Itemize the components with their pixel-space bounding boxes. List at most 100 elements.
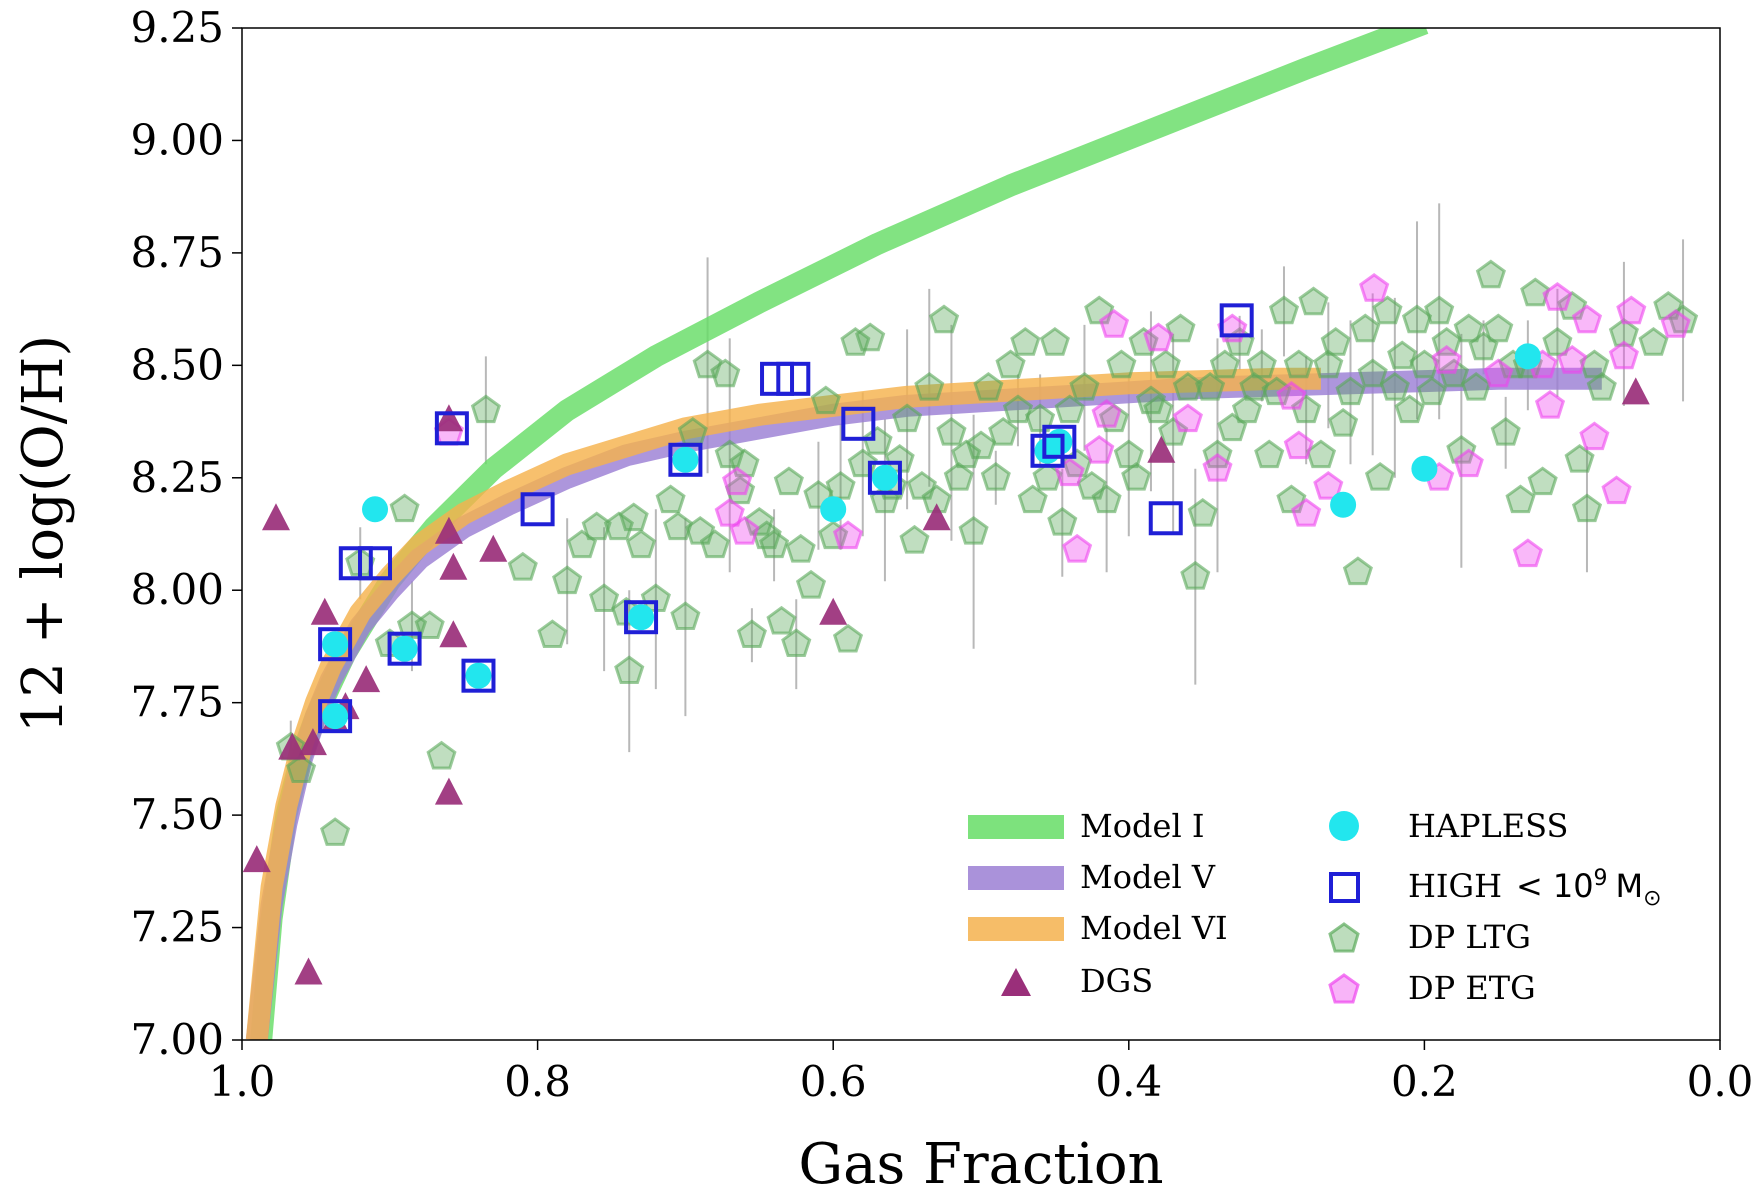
point-hapless [820, 496, 847, 523]
legend-label-high-sub: ⊙ [1643, 886, 1661, 911]
point-dp-ltg [862, 425, 893, 455]
point-dgs [298, 728, 327, 756]
point-dp-ltg [1379, 371, 1410, 401]
legend-label-model-v: Model V [1080, 858, 1216, 896]
point-hapless [465, 662, 492, 689]
point-hapless [362, 496, 389, 523]
point-dp-etg [1084, 434, 1115, 464]
point-hapless [871, 464, 898, 491]
point-hapless [628, 604, 655, 631]
point-dp-ltg [710, 358, 741, 388]
point-dp-ltg [988, 416, 1019, 446]
point-dp-ltg [1350, 313, 1381, 343]
point-dgs [310, 597, 339, 625]
point-dp-etg [1616, 295, 1647, 325]
point-dp-ltg [1328, 407, 1359, 437]
point-dp-ltg [773, 466, 804, 496]
x-axis-ticks: 1.0 0.8 0.6 0.4 0.2 0.0 [209, 1040, 1753, 1106]
point-high [867, 460, 902, 495]
point-dgs [242, 845, 271, 873]
legend-swatch-model-vi [968, 917, 1064, 941]
point-hapless [1330, 491, 1357, 518]
legend-marker-dgs [1001, 968, 1031, 996]
point-dp-etg [1512, 538, 1543, 568]
point-dp-etg [729, 515, 760, 545]
point-high [1030, 433, 1065, 468]
point-high [520, 492, 555, 527]
point-hapless [391, 635, 418, 662]
legend-swatch-model-i [968, 815, 1064, 839]
point-dp-ltg [286, 754, 317, 783]
point-dp-etg [1431, 344, 1462, 374]
point-dgs [261, 503, 290, 531]
point-dp-ltg [1542, 326, 1573, 356]
point-dp-ltg [795, 569, 827, 599]
point-dp-etg [1542, 282, 1573, 311]
point-dp-ltg [1158, 416, 1189, 446]
point-dp-ltg [725, 475, 756, 505]
point-high [624, 600, 659, 635]
point-dp-ltg [1143, 394, 1174, 424]
point-dgs [352, 665, 381, 693]
point-dp-etg [1202, 452, 1233, 482]
point-hapless [322, 703, 349, 730]
point-dp-etg [1283, 430, 1314, 460]
point-hapless [322, 631, 349, 658]
point-dp-ltg [1121, 461, 1152, 491]
point-high [338, 546, 373, 581]
point-dp-etg [722, 466, 753, 496]
point-dp-ltg [1490, 416, 1521, 446]
legend-label-dgs: DGS [1080, 962, 1153, 1000]
y-tick-label: 9.00 [130, 115, 224, 164]
point-dp-ltg [1291, 394, 1322, 424]
legend-label-high-prefix: HIGH [1408, 867, 1502, 905]
point-dp-ltg [1069, 371, 1100, 401]
y-tick-label: 8.50 [130, 340, 224, 389]
legend-marker-hapless [1329, 811, 1359, 841]
point-dp-ltg [1298, 286, 1329, 316]
point-dp-ltg [1254, 439, 1285, 469]
point-dp-ltg [825, 470, 856, 500]
point-dp-etg [1291, 497, 1322, 527]
point-dp-ltg [1372, 295, 1403, 325]
point-dp-ltg [980, 461, 1011, 491]
data-points [242, 259, 1699, 985]
legend-label-high-exp: 9 [1594, 866, 1608, 891]
legend-label-hapless: HAPLESS [1408, 807, 1568, 845]
point-dgs [439, 620, 468, 648]
point-high [358, 546, 393, 581]
point-dp-ltg [914, 371, 945, 401]
point-dp-ltg [936, 416, 967, 446]
point-high [841, 406, 876, 441]
point-dp-ltg [470, 394, 501, 424]
x-tick-label: 0.6 [800, 1057, 867, 1106]
point-dp-etg [1557, 344, 1588, 374]
model-curve-model-vi [245, 367, 1321, 1040]
point-dp-ltg [1054, 394, 1085, 424]
point-dp-ltg [1017, 484, 1048, 514]
point-hapless [1514, 343, 1541, 370]
legend-label-dp-etg: DP ETG [1408, 969, 1536, 1007]
point-dp-ltg [1025, 403, 1056, 433]
legend-label-model-vi: Model VI [1080, 909, 1228, 947]
y-axis-title: 12 + log(O/H) [11, 335, 76, 734]
x-tick-label: 0.2 [1391, 1057, 1458, 1106]
legend-swatch-model-v [968, 866, 1064, 890]
legend-label-dp-ltg: DP LTG [1408, 918, 1531, 956]
point-dp-ltg [1283, 349, 1314, 379]
point-hapless [672, 446, 699, 473]
point-dp-ltg [1239, 371, 1270, 401]
point-dgs [434, 404, 463, 432]
point-dp-ltg [1313, 349, 1344, 379]
legend-label-high-lt: < [1516, 867, 1543, 905]
point-dp-ltg [699, 529, 731, 559]
point-dp-etg [1276, 380, 1307, 410]
point-dp-etg [1571, 304, 1603, 334]
point-dp-ltg [1416, 376, 1447, 406]
point-dp-ltg [662, 511, 694, 541]
point-dp-ltg [1209, 349, 1240, 379]
point-dp-ltg [1187, 497, 1218, 527]
point-dp-ltg [1357, 358, 1388, 388]
point-dp-ltg [1246, 349, 1277, 379]
point-dp-ltg [537, 619, 568, 648]
